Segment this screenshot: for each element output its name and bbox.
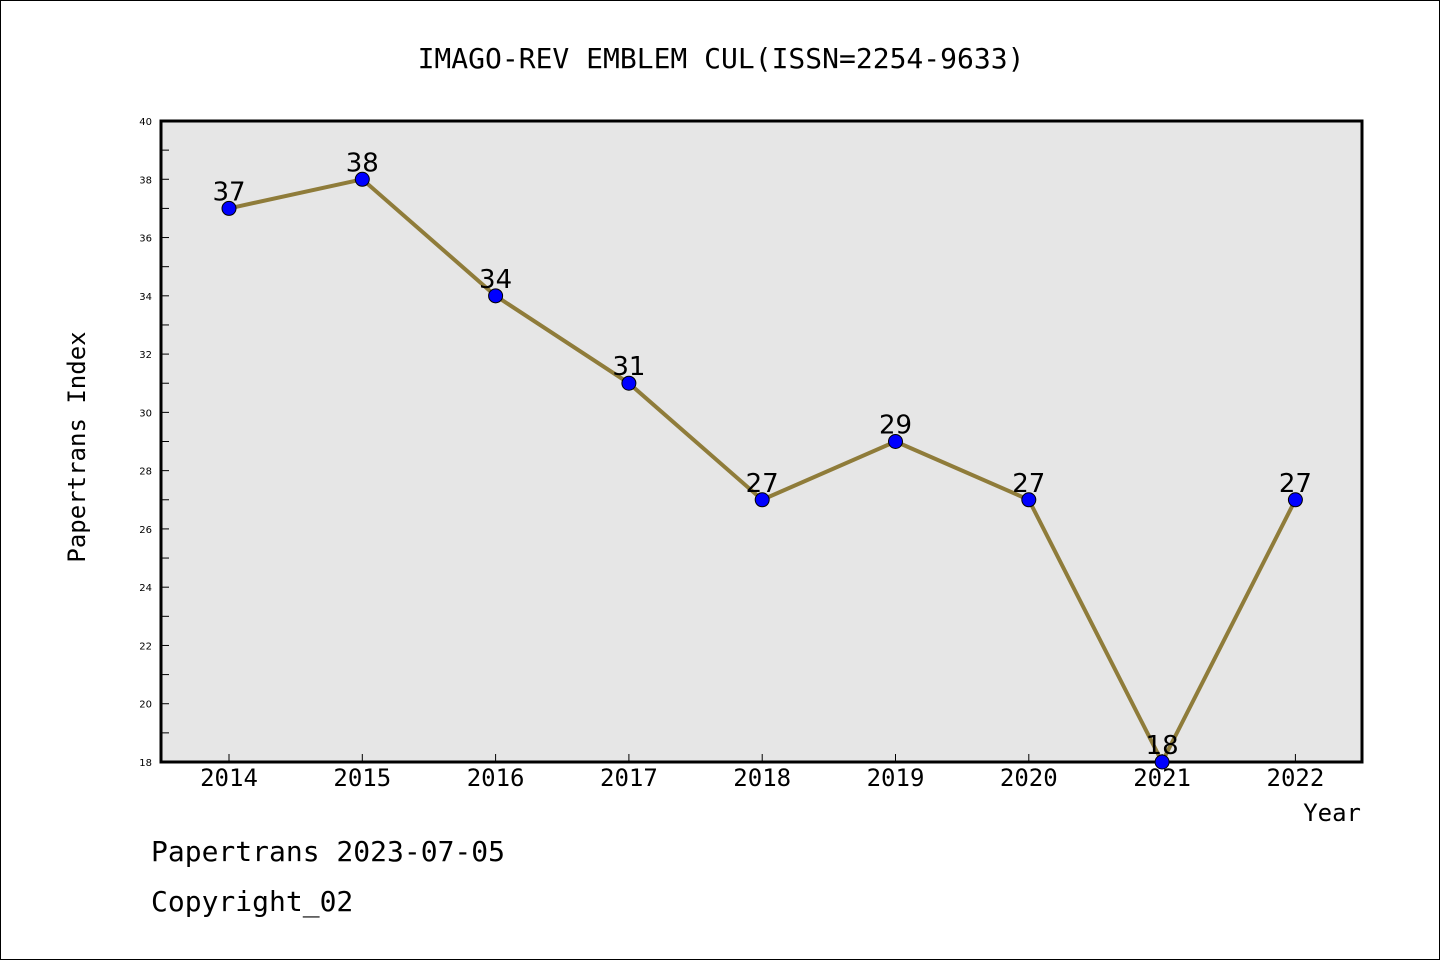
y-tick-label: 32 [139, 350, 152, 361]
data-label: 38 [346, 148, 379, 178]
data-point [621, 375, 637, 391]
chart-title: IMAGO-REV EMBLEM CUL(ISSN=2254-9633) [418, 42, 1025, 75]
data-point [888, 434, 903, 449]
x-tick-label: 2016 [467, 764, 525, 792]
data-point [488, 288, 504, 304]
data-label: 29 [879, 411, 912, 441]
x-tick-label: 2019 [867, 764, 925, 792]
y-tick-label: 36 [139, 234, 152, 245]
y-tick-label: 24 [139, 583, 152, 594]
y-tick-label: 18 [139, 758, 152, 769]
data-point [754, 492, 770, 508]
plot-area [159, 119, 1364, 764]
data-point [1021, 492, 1037, 508]
data-label: 37 [212, 177, 245, 207]
y-tick-label: 40 [139, 117, 152, 128]
data-point [1154, 754, 1170, 770]
y-tick-label: 30 [139, 408, 152, 419]
data-labels: 37 38 34 31 27 29 27 18 27 [212, 148, 1311, 761]
data-label: 18 [1146, 731, 1179, 761]
footer-date-line: Papertrans 2023-07-05 [151, 835, 506, 868]
data-markers [221, 171, 1303, 770]
data-label: 27 [1279, 469, 1312, 499]
data-point [1287, 492, 1303, 508]
x-tick-label: 2017 [600, 764, 658, 792]
x-axis: 2014 2015 2016 2017 2018 2019 2020 2021 2022 [200, 754, 1324, 792]
y-axis: 18 20 22 24 26 28 30 32 34 36 38 40 [139, 117, 169, 769]
y-tick-label: 20 [139, 700, 152, 711]
x-tick-label: 2018 [733, 764, 791, 792]
y-tick-label: 26 [139, 525, 152, 536]
x-tick-label: 2014 [200, 764, 258, 792]
x-tick-label: 2015 [333, 764, 391, 792]
data-label: 31 [612, 352, 645, 382]
data-point [354, 171, 370, 187]
y-tick-label: 28 [139, 467, 152, 478]
data-point [221, 200, 237, 216]
data-label: 27 [1012, 469, 1045, 499]
y-tick-label: 34 [139, 292, 152, 303]
x-tick-label: 2020 [1000, 764, 1058, 792]
footer-copyright-line: Copyright_02 [151, 885, 354, 918]
y-axis-label: Papertrans Index [63, 331, 91, 562]
y-tick-label: 22 [139, 641, 152, 652]
data-label: 27 [746, 469, 779, 499]
y-tick-label: 38 [139, 175, 152, 186]
x-tick-label: 2022 [1267, 764, 1325, 792]
data-label: 34 [479, 265, 512, 295]
x-axis-label: Year [1303, 799, 1361, 827]
